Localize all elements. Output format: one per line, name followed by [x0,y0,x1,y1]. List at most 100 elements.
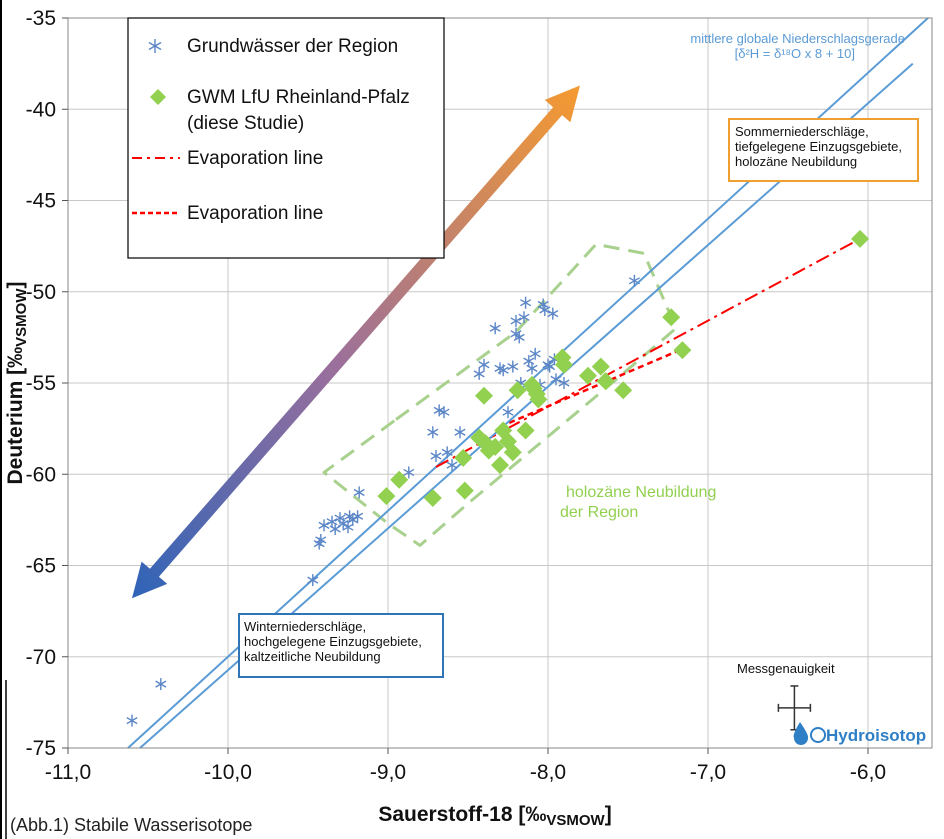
asterisk-stroke [430,452,442,460]
asterisk-stroke [520,299,532,307]
point-gwm-lfu [455,481,474,500]
asterisk-stroke [507,362,519,371]
x-tick-label: -8,0 [530,761,566,784]
figure-caption: (Abb.1) Stabile Wasserisotope [10,815,253,835]
double-arrow [132,85,580,599]
precision-label: Messgenauigkeit [737,661,835,676]
legend-label-gwm-2: (diese Studie) [187,113,304,134]
point-grundwaesser [126,714,138,727]
asterisk-stroke [307,576,319,584]
asterisk-stroke [329,525,341,533]
asterisk-stroke [544,362,556,371]
asterisk-stroke [518,313,530,321]
asterisk-stroke [441,448,453,456]
x-tick-label: -9,0 [370,761,406,784]
point-gwm-lfu [516,421,535,440]
points-layer [126,229,869,727]
hydroisotop-logo: Hydroisotop [793,722,926,745]
asterisk-stroke [497,366,509,374]
point-gwm-lfu [390,470,409,489]
point-gwm-lfu [673,341,692,360]
point-grundwaesser [427,426,439,439]
point-grundwaesser [550,373,562,386]
point-gwm-lfu [579,366,597,385]
point-grundwaesser [513,331,525,344]
point-grundwaesser [473,367,485,380]
y-tick-label: -70 [26,646,56,669]
asterisk-stroke [347,516,359,524]
asterisk-stroke [547,310,559,318]
point-gwm-lfu [475,386,493,405]
point-grundwaesser [518,311,530,324]
summer-box [728,118,919,182]
point-grundwaesser [454,426,466,439]
holocene-label: der Region [560,504,638,521]
y-axis-title: Deuterium [‰VSMOW] [4,281,30,484]
point-gwm-lfu [596,372,615,391]
point-grundwaesser [507,360,519,373]
annotations-layer: mittlere globale Niederschlagsgerade[δ²H… [238,31,926,745]
point-grundwaesser [628,274,640,287]
point-grundwaesser [352,510,364,523]
asterisk-stroke [148,41,162,51]
y-axis-subscript: VSMOW [13,288,30,347]
asterisk-stroke [542,361,554,369]
y-tick-label: -35 [26,7,56,30]
point-grundwaesser [497,364,509,377]
asterisk-stroke [502,408,514,416]
point-grundwaesser [478,358,490,371]
asterisk-stroke [126,717,138,725]
x-axis-subscript: VSMOW [546,812,605,829]
point-grundwaesser [520,296,532,309]
asterisk-stroke [523,357,535,365]
legend-label-gwm: GWM LfU Rheinland-Pfalz [187,87,410,108]
point-grundwaesser [307,574,319,587]
y-axis-bracket: ] [4,281,27,288]
point-gwm-lfu [486,437,505,456]
point-grundwaesser [441,446,453,459]
point-gwm-lfu [491,456,509,475]
point-grundwaesser [430,450,442,462]
legend: Grundwässer der Region GWM LfU Rheinland-… [127,17,445,259]
y-tick-label: -50 [26,281,56,304]
winter-box-line: hochgelegene Einzugsgebiete, [244,634,422,649]
point-gwm-lfu [591,357,610,376]
logo-ring-icon [810,727,826,743]
asterisk-stroke [628,277,640,285]
asterisk-stroke [433,406,445,414]
asterisk-stroke [478,361,490,369]
asterisk-stroke [513,333,525,341]
asterisk-stroke [558,379,570,387]
legend-box [127,17,445,259]
y-tick-label: -45 [26,190,56,213]
x-axis-bracket: ] [605,803,612,826]
point-grundwaesser [315,533,327,546]
y-tick-label: -75 [26,737,56,760]
summer-box-line: tiefgelegene Einzugsgebiete, [735,139,902,154]
point-grundwaesser [510,314,522,327]
point-grundwaesser [403,466,415,479]
gradient-arrow-layer [132,85,580,599]
point-grundwaesser [529,347,541,360]
legend-label-evap-1: Evaporation line [187,148,323,169]
asterisk-stroke [342,523,354,531]
point-gwm-lfu [454,448,473,467]
point-gwm-lfu [423,488,442,507]
y-tick-label: -55 [26,372,56,395]
winter-box-line: kaltzeitliche Neubildung [244,649,381,664]
point-grundwaesser [489,322,501,335]
asterisk-stroke [353,488,365,497]
gmwl-label: mittlere globale Niederschlagsgerade [690,31,905,46]
point-gwm-lfu [377,487,396,506]
point-grundwaesser [547,307,559,320]
asterisk-stroke [318,521,330,529]
asterisk-stroke [550,375,562,383]
point-grundwaesser [329,523,341,535]
point-gwm-lfu [503,443,522,462]
asterisk-stroke [403,468,415,477]
point-grundwaesser [438,406,450,419]
point-gwm-lfu [851,229,869,248]
asterisk-stroke [510,317,522,325]
asterisk-stroke [352,512,364,520]
point-grundwaesser [558,377,570,389]
